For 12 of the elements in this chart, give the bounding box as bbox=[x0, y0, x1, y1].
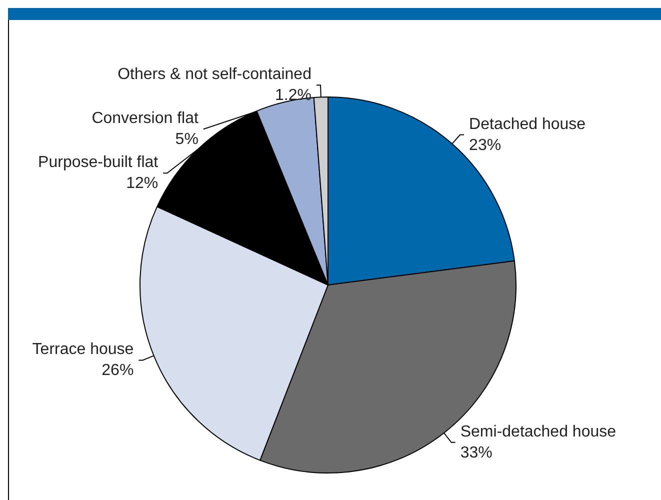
slice-label: Others & not self-contained bbox=[118, 66, 312, 84]
slice-label: Semi-detached house bbox=[460, 423, 616, 440]
data-label: 1.2% bbox=[275, 87, 312, 104]
slice-label: Purpose-built flat bbox=[38, 154, 159, 172]
slice-label: Detached house bbox=[469, 116, 586, 133]
slice-label: Terrace house bbox=[32, 341, 134, 358]
data-label: 5% bbox=[175, 131, 198, 148]
slice-label: Conversion flat bbox=[92, 110, 199, 128]
data-label: 23% bbox=[469, 136, 502, 154]
data-label: 26% bbox=[102, 362, 134, 380]
data-label: 33% bbox=[460, 444, 492, 462]
data-label: 12% bbox=[126, 175, 158, 192]
